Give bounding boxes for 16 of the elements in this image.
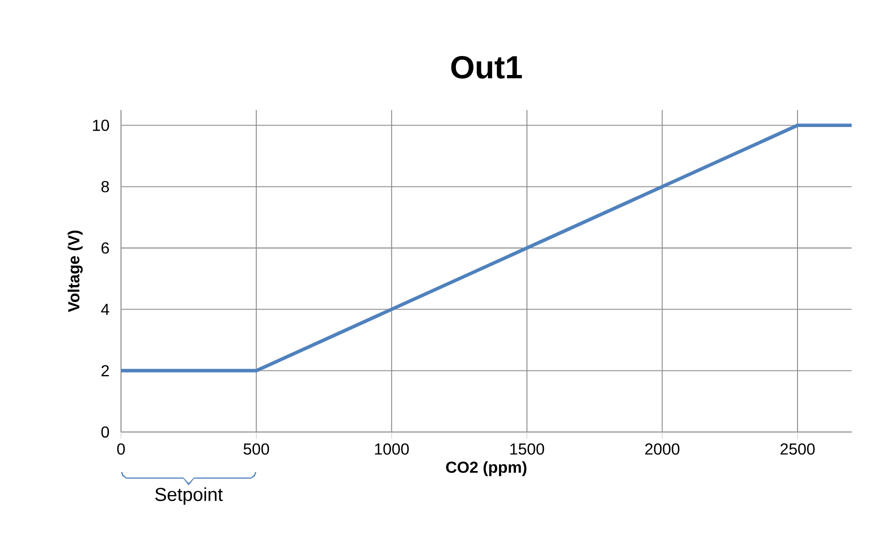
y-axis-title: Voltage (V): [68, 230, 83, 312]
x-tick-label: 1500: [510, 443, 544, 455]
y-tick-label: 6: [102, 242, 109, 254]
y-tick-label: 10: [93, 120, 110, 131]
x-tick-label: 2000: [645, 443, 680, 455]
text: Setpoint: [155, 487, 223, 505]
x-tick-label: 1000: [375, 443, 409, 455]
x-tick-label: 500: [244, 443, 270, 455]
chart-title: Out1: [451, 56, 522, 79]
y-tick-label: 4: [101, 304, 110, 315]
x-axis-title: CO2 (ppm): [446, 461, 526, 476]
x-tick-label: 0: [117, 443, 125, 455]
y-tick-label: 8: [101, 180, 109, 192]
y-tick-label: 0: [101, 426, 110, 438]
y-tick-label: 2: [102, 365, 109, 376]
x-tick-label: 2500: [780, 443, 815, 455]
